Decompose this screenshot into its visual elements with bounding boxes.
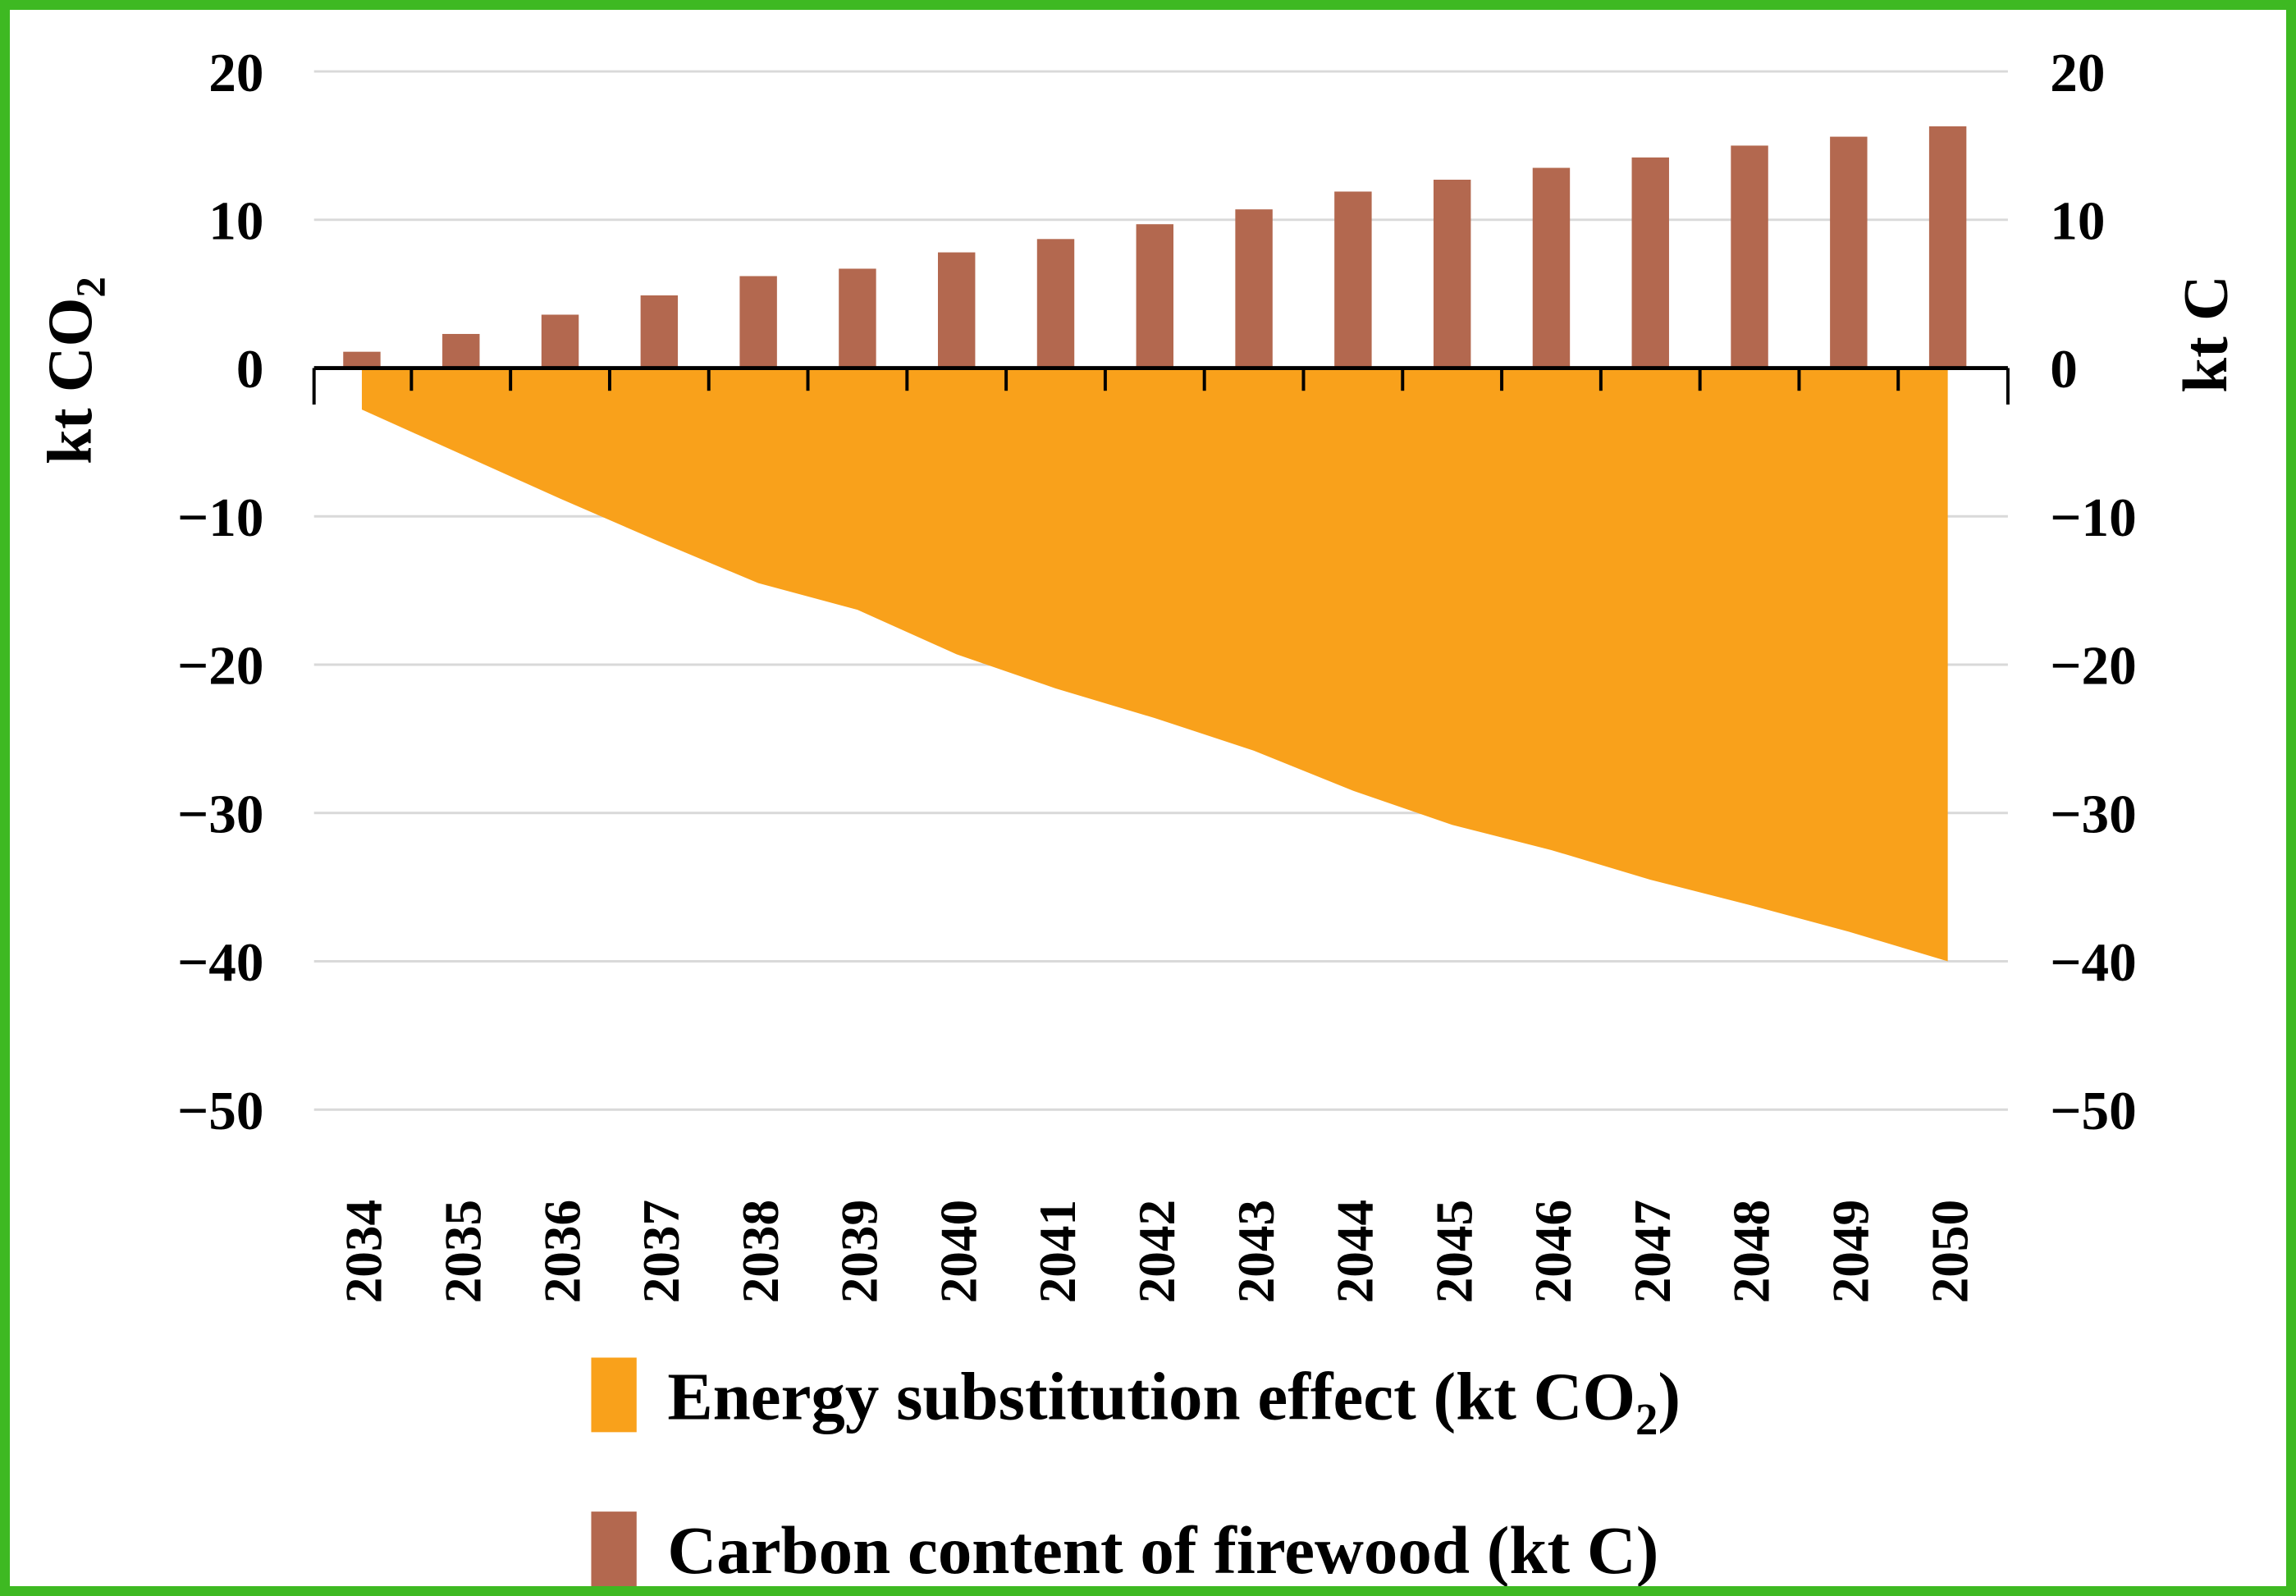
right-axis-tick-label--20: −20 <box>2050 635 2136 697</box>
bar-2038 <box>739 276 777 368</box>
x-tick-label-2045: 2045 <box>1425 1200 1483 1303</box>
legend-swatch-carbon-content <box>591 1511 637 1586</box>
bar-2048 <box>1731 145 1768 368</box>
x-tick-label-2039: 2039 <box>831 1200 889 1303</box>
bar-2046 <box>1532 167 1571 368</box>
left-axis-tick-label--50: −50 <box>177 1080 263 1141</box>
left-axis-tick-label-20: 20 <box>208 42 263 103</box>
right-axis-tick-label-10: 10 <box>2050 190 2105 252</box>
right-axis-tick-label--30: −30 <box>2050 783 2136 844</box>
x-tick-label-2038: 2038 <box>732 1200 789 1303</box>
x-tick-label-2034: 2034 <box>336 1200 393 1303</box>
bar-2044 <box>1334 191 1372 368</box>
x-tick-label-2042: 2042 <box>1128 1200 1186 1303</box>
left-axis-tick-label--40: −40 <box>177 931 263 993</box>
bar-2049 <box>1830 136 1868 368</box>
bar-2050 <box>1928 126 1967 368</box>
bar-2045 <box>1433 180 1471 368</box>
left-axis-tick-label-0: 0 <box>236 338 264 400</box>
right-axis-title: kt C <box>2170 275 2241 392</box>
bar-2036 <box>541 314 579 368</box>
x-tick-label-2035: 2035 <box>434 1200 492 1303</box>
bar-2037 <box>640 295 679 368</box>
x-tick-label-2049: 2049 <box>1823 1200 1880 1303</box>
right-axis-tick-label--50: −50 <box>2050 1080 2136 1141</box>
left-axis-tick-label-10: 10 <box>208 190 263 252</box>
area-energy-substitution <box>361 368 1948 962</box>
left-axis-title: kt CO2 <box>34 277 114 464</box>
bar-2035 <box>442 333 480 368</box>
left-axis-tick-label--30: −30 <box>177 783 263 844</box>
bar-2043 <box>1235 209 1273 368</box>
x-tick-label-2047: 2047 <box>1624 1200 1681 1303</box>
x-tick-label-2041: 2041 <box>1029 1200 1086 1303</box>
bar-2034 <box>343 351 381 368</box>
x-tick-label-2040: 2040 <box>930 1200 987 1303</box>
right-axis-tick-label--10: −10 <box>2050 487 2136 548</box>
x-tick-label-2043: 2043 <box>1228 1200 1285 1303</box>
bar-2041 <box>1036 239 1075 368</box>
right-axis-tick-label-20: 20 <box>2050 42 2105 103</box>
x-tick-label-2037: 2037 <box>633 1200 690 1303</box>
right-axis-tick-label-0: 0 <box>2050 338 2078 400</box>
left-axis-tick-label--20: −20 <box>177 635 263 697</box>
x-tick-label-2048: 2048 <box>1723 1200 1781 1303</box>
right-axis-tick-label--40: −40 <box>2050 931 2136 993</box>
x-tick-label-2046: 2046 <box>1525 1200 1582 1303</box>
legend-label-energy-substitution: Energy substitution effect (kt CO2) <box>667 1359 1681 1444</box>
left-axis-tick-label--10: −10 <box>177 487 263 548</box>
legend-label-carbon-content: Carbon content of firewood (kt C) <box>667 1512 1658 1586</box>
x-tick-label-2036: 2036 <box>533 1200 591 1303</box>
combo-chart: 20 20 10 10 0 0 −10 −10 −20 −20 −30 −30 −40 −40 −50 −50… <box>34 42 2241 1586</box>
bar-2039 <box>839 268 876 368</box>
bar-2047 <box>1631 157 1669 368</box>
bar-2040 <box>937 252 976 368</box>
bar-2042 <box>1136 224 1174 368</box>
x-tick-label-2044: 2044 <box>1327 1200 1384 1303</box>
legend-swatch-energy-substitution <box>591 1357 637 1433</box>
x-tick-label-2050: 2050 <box>1921 1200 1978 1303</box>
